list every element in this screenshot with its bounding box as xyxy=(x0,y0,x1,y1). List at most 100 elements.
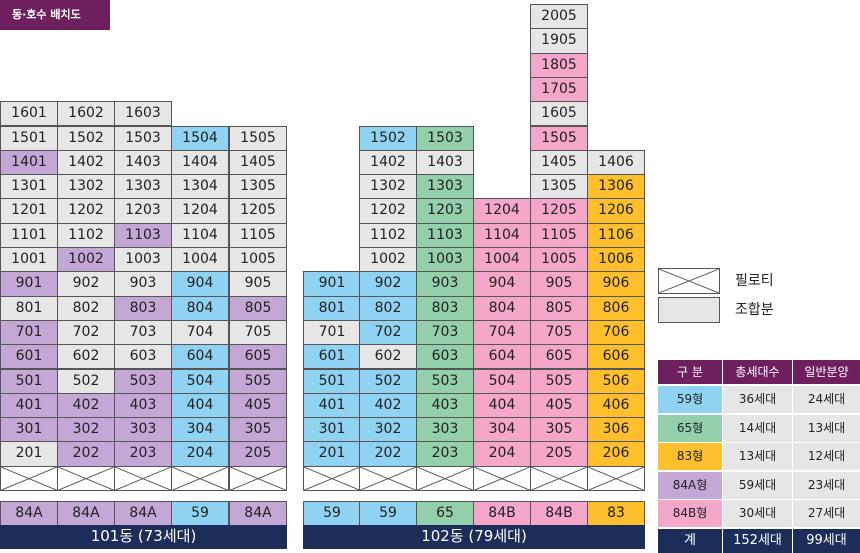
unit-cell: 604 xyxy=(473,344,531,370)
unit-type-cell: 84A xyxy=(114,501,172,526)
piloti-cross-icon xyxy=(474,466,530,490)
unit-cell: 1205 xyxy=(229,198,287,224)
unit-cell: 1203 xyxy=(114,198,172,224)
piloti-cell xyxy=(0,465,58,491)
unit-cell: 1204 xyxy=(473,198,531,224)
unit-cell: 903 xyxy=(416,271,474,297)
unit-cell: 1201 xyxy=(0,198,58,224)
unit-cell: 703 xyxy=(416,319,474,346)
unit-cell: 401 xyxy=(303,392,361,419)
piloti-cross-icon xyxy=(417,466,473,490)
unit-cell: 1406 xyxy=(587,149,645,176)
unit-cell: 903 xyxy=(114,271,172,297)
unit-cell: 304 xyxy=(171,417,229,443)
unit-cell: 1004 xyxy=(473,247,531,273)
unit-cell: 1104 xyxy=(171,222,229,248)
unit-cell: 405 xyxy=(530,392,588,419)
unit-cell: 403 xyxy=(416,392,474,419)
unit-cell: 203 xyxy=(114,441,172,467)
unit-cell: 202 xyxy=(359,441,417,467)
unit-cell: 1503 xyxy=(114,125,172,151)
unit-cell: 805 xyxy=(530,295,588,321)
unit-cell: 1003 xyxy=(416,247,474,273)
unit-cell: 1402 xyxy=(359,149,417,176)
unit-cell: 1502 xyxy=(359,125,417,151)
unit-cell: 503 xyxy=(416,368,474,394)
unit-type-cell: 59 xyxy=(171,501,229,526)
unit-cell: 606 xyxy=(587,344,645,370)
unit-cell: 404 xyxy=(171,392,229,419)
unit-cell: 1905 xyxy=(530,28,588,54)
piloti-cell xyxy=(359,465,417,491)
unit-cell: 905 xyxy=(530,271,588,297)
unit-cell: 1203 xyxy=(416,198,474,224)
unit-cell: 204 xyxy=(171,441,229,467)
unit-cell: 1602 xyxy=(57,101,115,127)
unit-cell: 1006 xyxy=(587,247,645,273)
piloti-cell xyxy=(587,465,645,491)
unit-cell: 602 xyxy=(359,344,417,370)
unit-cell: 203 xyxy=(416,441,474,467)
unit-cell: 802 xyxy=(359,295,417,321)
unit-cell: 703 xyxy=(114,319,172,346)
unit-cell: 1405 xyxy=(530,149,588,176)
unit-cell: 1504 xyxy=(171,125,229,151)
unit-cell: 602 xyxy=(57,344,115,370)
summary-type-cell: 84B형 xyxy=(658,500,722,527)
unit-cell: 802 xyxy=(57,295,115,321)
unit-cell: 801 xyxy=(303,295,361,321)
unit-cell: 701 xyxy=(0,319,58,346)
unit-cell: 601 xyxy=(303,344,361,370)
unit-cell: 1002 xyxy=(57,247,115,273)
piloti-cross-icon xyxy=(304,466,360,490)
unit-cell: 1003 xyxy=(114,247,172,273)
summary-value-cell: 12세대 xyxy=(793,443,860,470)
unit-cell: 406 xyxy=(587,392,645,419)
piloti-cross-icon xyxy=(58,466,114,490)
unit-cell: 601 xyxy=(0,344,58,370)
unit-cell: 1102 xyxy=(57,222,115,248)
unit-cell: 906 xyxy=(587,271,645,297)
unit-cell: 905 xyxy=(229,271,287,297)
unit-cell: 502 xyxy=(57,368,115,394)
unit-cell: 1305 xyxy=(530,174,588,200)
unit-cell: 1605 xyxy=(530,101,588,127)
summary-value-cell: 24세대 xyxy=(793,386,860,413)
unit-cell: 603 xyxy=(114,344,172,370)
unit-cell: 801 xyxy=(0,295,58,321)
unit-cell: 705 xyxy=(530,319,588,346)
unit-cell: 803 xyxy=(114,295,172,321)
unit-cell: 1402 xyxy=(57,149,115,176)
legend-piloti-label: 필로티 xyxy=(735,273,774,289)
unit-type-cell: 65 xyxy=(416,501,474,526)
unit-cell: 705 xyxy=(229,319,287,346)
unit-cell: 1106 xyxy=(587,222,645,248)
unit-cell: 1104 xyxy=(473,222,531,248)
piloti-cross-icon xyxy=(588,466,644,490)
unit-cell: 1304 xyxy=(171,174,229,200)
unit-cell: 305 xyxy=(229,417,287,443)
summary-type-cell: 59형 xyxy=(658,386,722,413)
building-label: 102동 (79세대) xyxy=(303,525,645,549)
summary-value-cell: 27세대 xyxy=(793,500,860,527)
unit-cell: 804 xyxy=(171,295,229,321)
summary-type-cell: 83형 xyxy=(658,443,722,470)
unit-cell: 803 xyxy=(416,295,474,321)
unit-cell: 303 xyxy=(416,417,474,443)
unit-cell: 1103 xyxy=(416,222,474,248)
piloti-cell xyxy=(57,465,115,491)
unit-cell: 1403 xyxy=(416,149,474,176)
piloti-cross-icon xyxy=(115,466,171,490)
unit-cell: 505 xyxy=(229,368,287,394)
unit-cell: 504 xyxy=(473,368,531,394)
unit-cell: 805 xyxy=(229,295,287,321)
piloti-cross-icon xyxy=(531,466,587,490)
unit-cell: 1404 xyxy=(171,149,229,176)
piloti-cell xyxy=(416,465,474,491)
piloti-cell xyxy=(530,465,588,491)
unit-cell: 1603 xyxy=(114,101,172,127)
summary-value-cell: 14세대 xyxy=(723,414,792,442)
unit-cell: 904 xyxy=(171,271,229,297)
unit-cell: 1505 xyxy=(229,125,287,151)
unit-cell: 1403 xyxy=(114,149,172,176)
